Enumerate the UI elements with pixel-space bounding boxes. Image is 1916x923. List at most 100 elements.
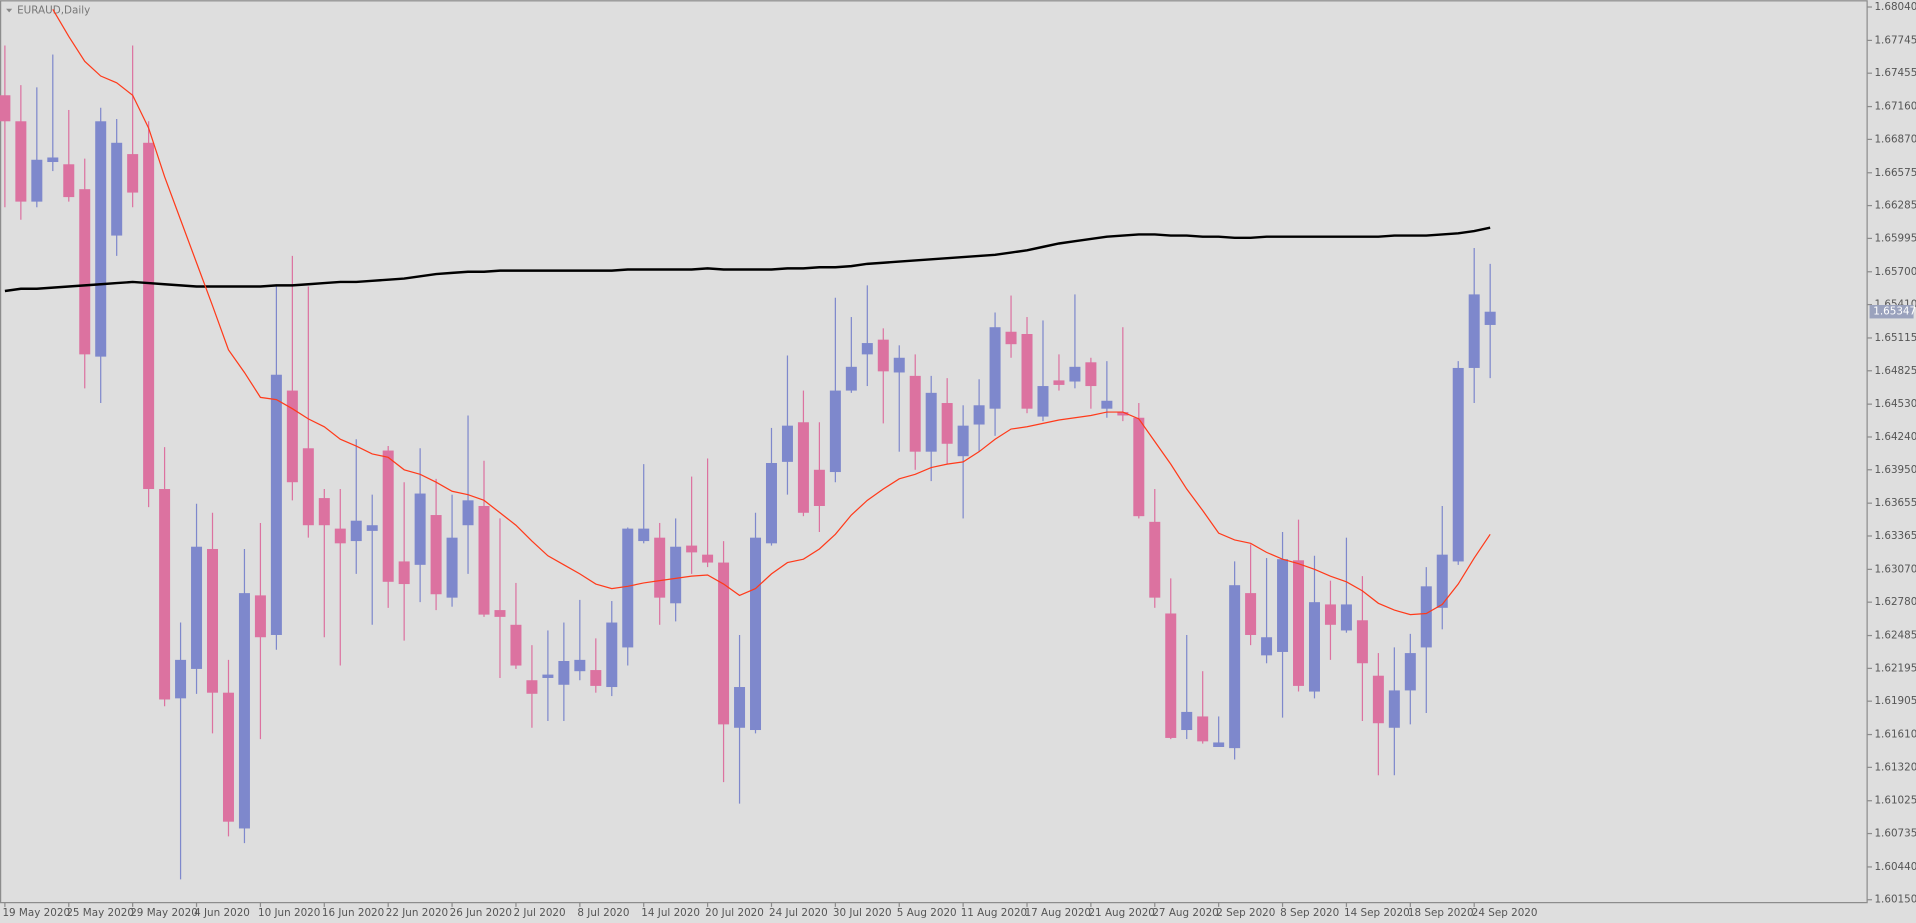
y-tick-label: 1.63365 [1874,530,1916,542]
x-tick-label: 24 Sep 2020 [1472,907,1538,919]
candle-body [1069,366,1081,382]
moving-average [52,8,1491,616]
y-tick-label: 1.66285 [1874,200,1916,212]
x-tick-label: 24 Jul 2020 [769,907,828,919]
candle-body [286,390,298,483]
candle-body [175,659,187,699]
x-tick-label: 14 Jul 2020 [641,907,700,919]
candle-body [1468,294,1480,368]
candle-body [1277,559,1289,652]
y-tick-label: 1.64530 [1874,398,1916,410]
y-tick-label: 1.67745 [1874,34,1916,46]
y-tick-label: 1.67160 [1874,101,1916,113]
y-tick-label: 1.60150 [1874,894,1916,906]
moving-average [4,226,1491,293]
x-tick-label: 26 Jun 2020 [450,907,512,919]
candle-body [734,687,746,728]
candle-body [414,493,426,565]
y-tick-label: 1.63655 [1874,497,1916,509]
candle-body [430,515,442,595]
x-tick-label: 14 Sep 2020 [1344,907,1410,919]
candle-body [989,327,1001,409]
y-tick-label: 1.68040 [1874,1,1916,13]
candle-body [1021,334,1033,409]
candle-body [63,164,75,198]
candle-body [542,674,554,678]
candle-body [238,593,250,829]
candle-body [302,448,314,526]
y-tick-label: 1.65115 [1874,332,1916,344]
last-price-tag [1869,304,1914,319]
y-tick-label: 1.63070 [1874,563,1916,575]
x-tick-label: 2 Jul 2020 [514,907,566,919]
candle-body [510,624,522,666]
candle-body [702,554,714,563]
candle-body [398,561,410,585]
candle-body [1372,675,1384,724]
candle-body [1436,554,1448,608]
candle-body [446,537,458,598]
candle-body [366,525,378,531]
x-tick-label: 19 May 2020 [2,907,70,919]
candle-body [334,528,346,544]
candle-body [670,546,682,604]
candle-body [574,659,586,672]
candle-body [590,670,602,686]
y-tick-label: 1.62195 [1874,662,1916,674]
candle-body [270,374,282,635]
candle-body [15,121,27,202]
candle-body [494,610,506,617]
candle-body [1308,602,1320,692]
candle-body [191,546,203,669]
last-price-label: 1.65347 [1873,306,1916,318]
y-tick-label: 1.60735 [1874,828,1916,840]
x-tick-label: 21 Aug 2020 [1088,907,1154,919]
y-tick-label: 1.67455 [1874,67,1916,79]
candle-body [606,622,618,688]
y-tick-label: 1.61905 [1874,695,1916,707]
candle-body [1452,367,1464,562]
candle-body [1356,620,1368,664]
plot-frame [0,0,1868,904]
candle-body [207,548,219,693]
y-tick-label: 1.62485 [1874,630,1916,642]
x-tick-label: 30 Jul 2020 [833,907,892,919]
x-tick-label: 20 Jul 2020 [705,907,764,919]
candle-body [1165,613,1177,738]
candle-body [1293,560,1305,686]
candle-body [1085,362,1097,387]
x-tick-label: 22 Jun 2020 [386,907,448,919]
y-tick-label: 1.66575 [1874,167,1916,179]
y-tick-label: 1.61025 [1874,795,1916,807]
candle-body [1261,637,1273,656]
candle-body [1181,711,1193,731]
candle-body [686,545,698,553]
x-tick-label: 2 Sep 2020 [1216,907,1275,919]
candle-body [813,469,825,506]
title-arrow [6,8,13,13]
y-tick-label: 1.65995 [1874,232,1916,244]
candle-body [143,142,155,490]
x-tick-label: 8 Sep 2020 [1280,907,1339,919]
candle-body [1037,386,1049,417]
candle-body [1213,742,1225,747]
candle-body [558,661,570,685]
candle-body [845,366,857,391]
candle-body [1340,604,1352,631]
y-tick-label: 1.60440 [1874,861,1916,873]
x-tick-label: 10 Jun 2020 [258,907,320,919]
y-tick-label: 1.64240 [1874,431,1916,443]
candle-body [638,528,650,542]
candle-body [1245,593,1257,635]
candle-body [781,425,793,462]
candle-body [1053,380,1065,385]
candle-body [1005,331,1017,345]
candle-body [1404,653,1416,691]
candle-body [47,157,59,163]
candle-body [350,520,362,542]
candle-body [111,142,123,236]
